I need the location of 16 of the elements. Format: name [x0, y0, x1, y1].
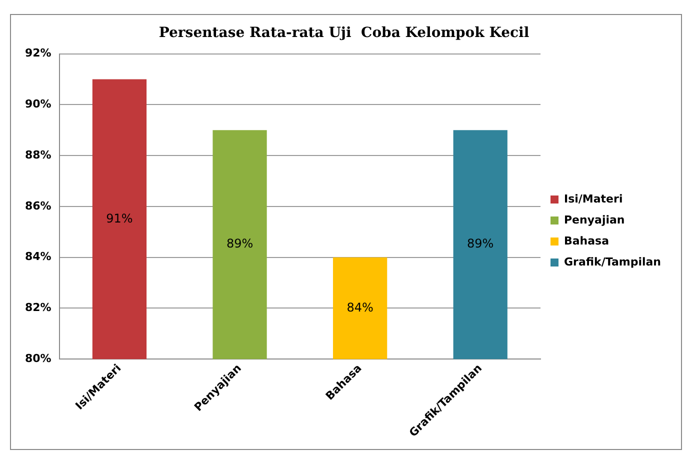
- y-tick-label: 92%: [24, 46, 52, 60]
- y-tick-label: 80%: [24, 352, 52, 365]
- data-label: 91%: [106, 211, 133, 226]
- legend-label: Penyajian: [564, 213, 625, 226]
- legend-label: Grafik/Tampilan: [564, 255, 662, 268]
- data-label: 84%: [346, 300, 374, 314]
- y-tick-label: 90%: [24, 98, 52, 111]
- legend-label: Isi/Materi: [564, 192, 623, 206]
- y-tick-label: 88%: [24, 148, 52, 162]
- y-tick-label: 82%: [24, 301, 52, 314]
- y-tick-label: 84%: [24, 250, 52, 264]
- y-tick-label: 86%: [24, 199, 52, 212]
- data-label: 89%: [226, 236, 254, 251]
- chart-title: Persentase Rata-rata Uji Coba Kelompok Kecil: [158, 25, 530, 42]
- legend-label: Bahasa: [564, 234, 610, 248]
- data-label: 89%: [467, 236, 494, 251]
